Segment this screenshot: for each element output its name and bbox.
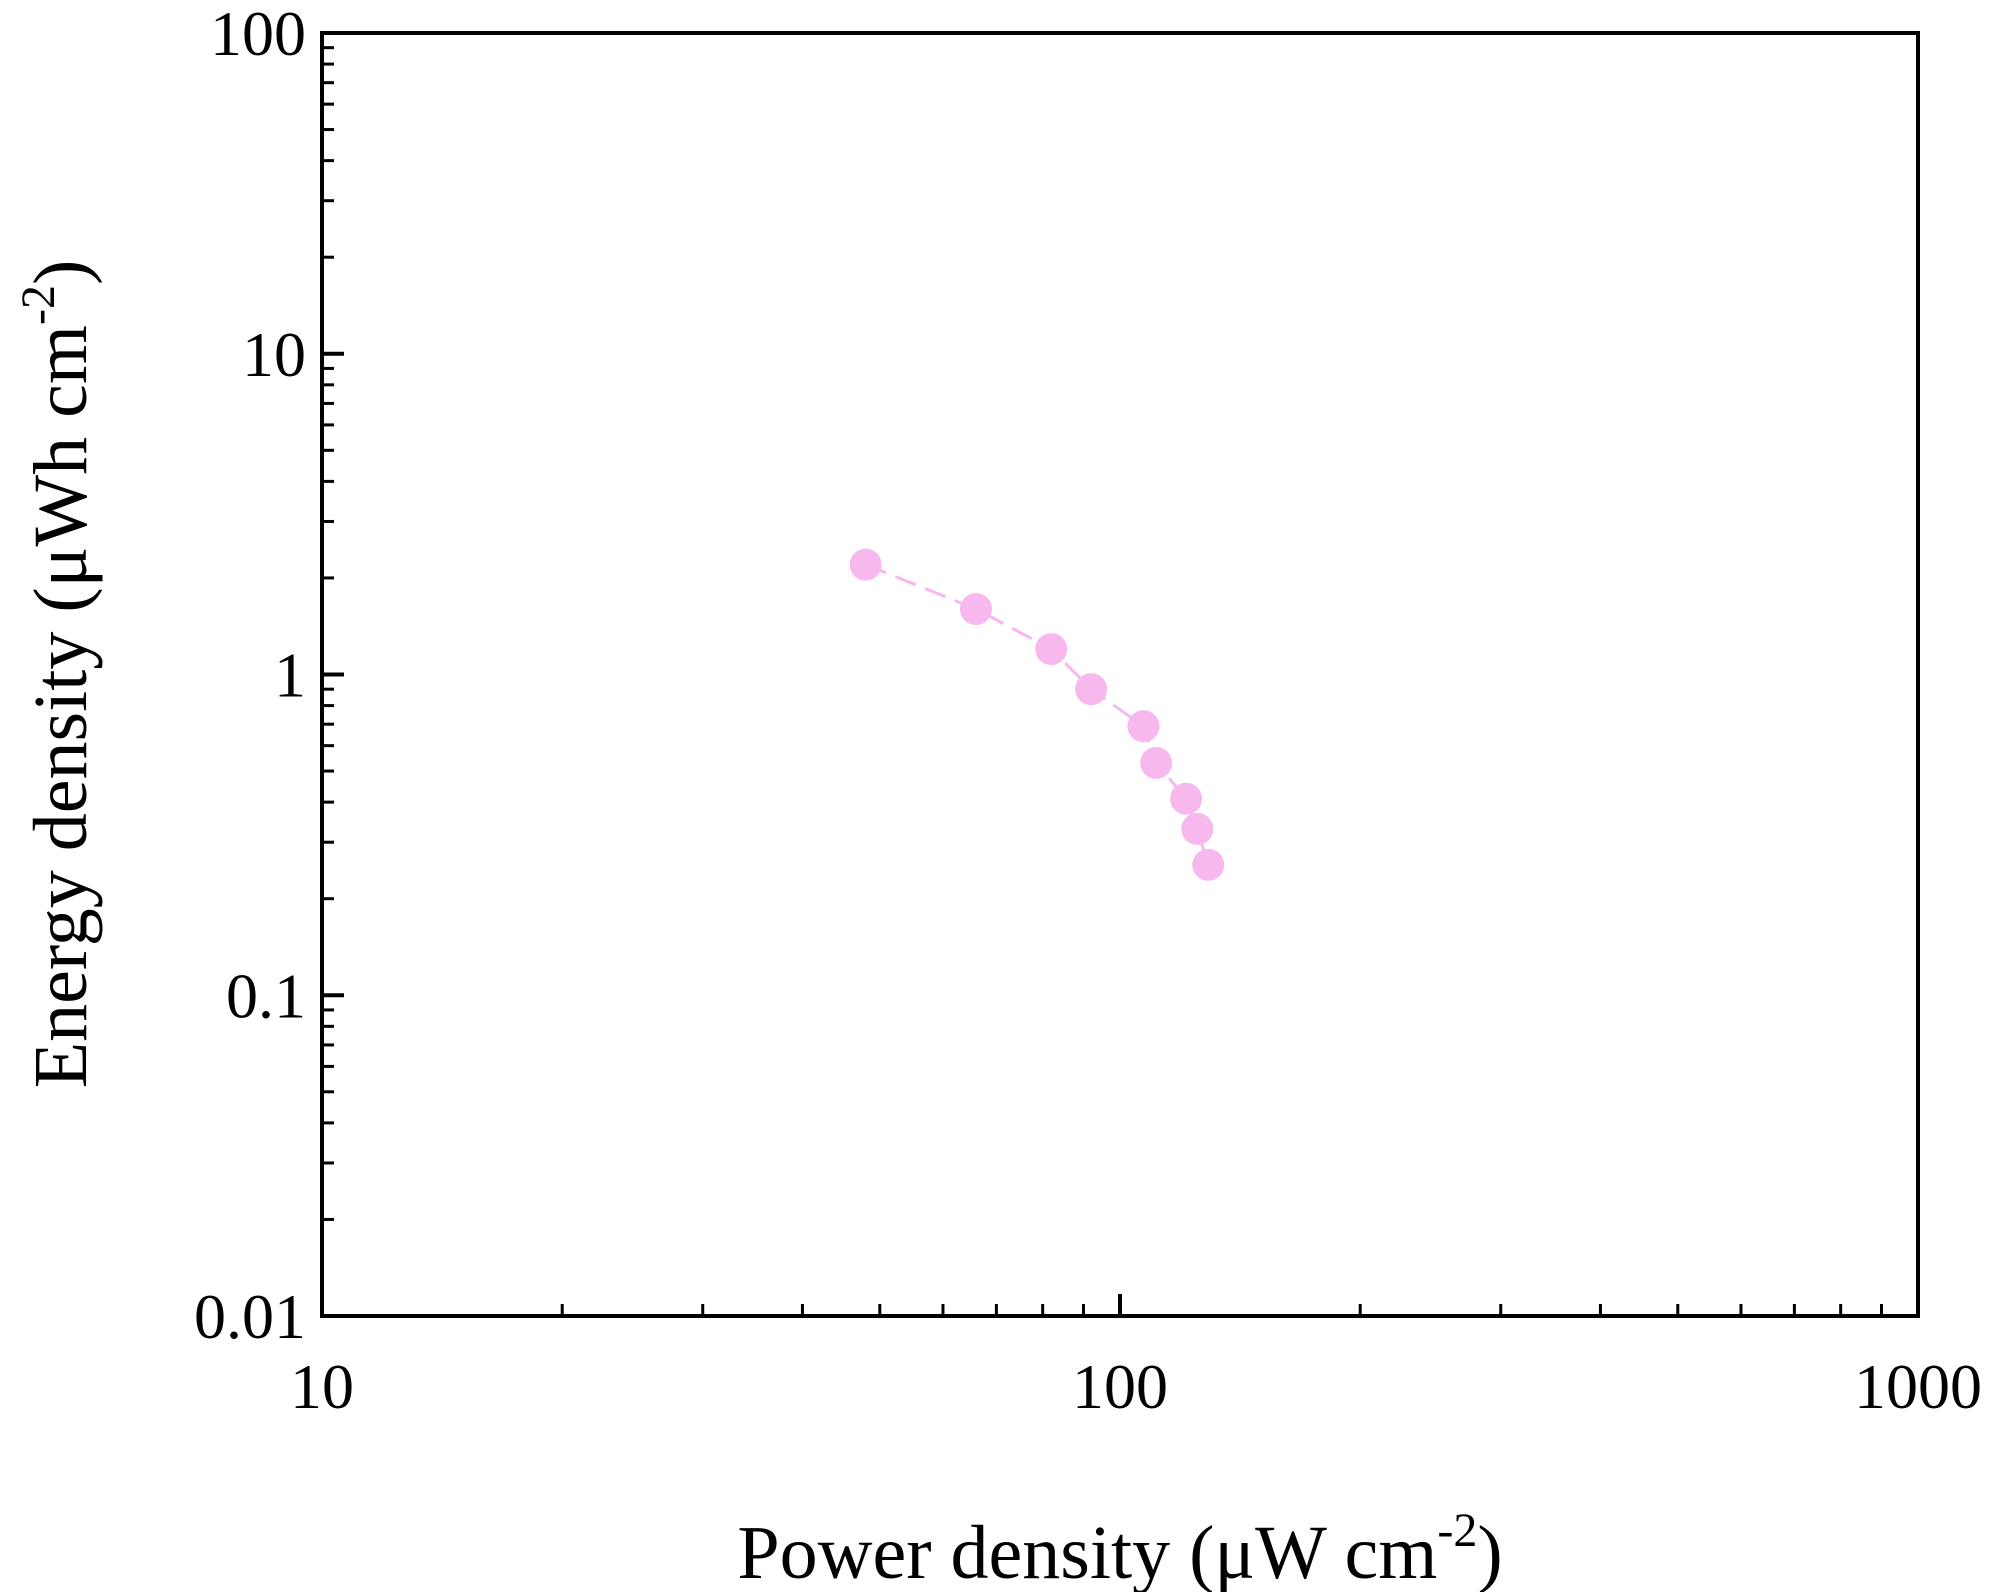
plot-frame (320, 31, 1920, 1318)
tick-marks (320, 31, 1920, 1318)
x-axis-label: Power density (μW cm-2) (737, 1504, 1502, 1592)
y-tick-label: 0.1 (226, 960, 306, 1031)
x-tick-label: 1000 (1854, 1351, 1982, 1422)
y-tick-label: 10 (242, 319, 306, 390)
data-point (959, 593, 992, 626)
data-series (849, 548, 1225, 881)
y-tick-label: 1 (274, 640, 306, 711)
data-point (849, 548, 882, 581)
data-point (1192, 848, 1225, 881)
x-tick-label: 100 (1072, 1351, 1168, 1422)
y-tick-label: 100 (210, 0, 306, 69)
x-tick-label: 10 (290, 1351, 354, 1422)
data-point (1181, 812, 1214, 845)
data-point (1127, 710, 1160, 743)
series-line (865, 563, 1210, 866)
y-tick-label: 0.01 (194, 1281, 306, 1352)
tick-labels: 10 100 1000 0.01 0.1 1 10 100 (194, 0, 1982, 1422)
y-axis-label: Energy density (μWh cm-2) (12, 260, 103, 1089)
data-point (1035, 633, 1068, 666)
data-point (1075, 673, 1108, 706)
data-point (1140, 746, 1173, 779)
data-point (1170, 782, 1203, 815)
